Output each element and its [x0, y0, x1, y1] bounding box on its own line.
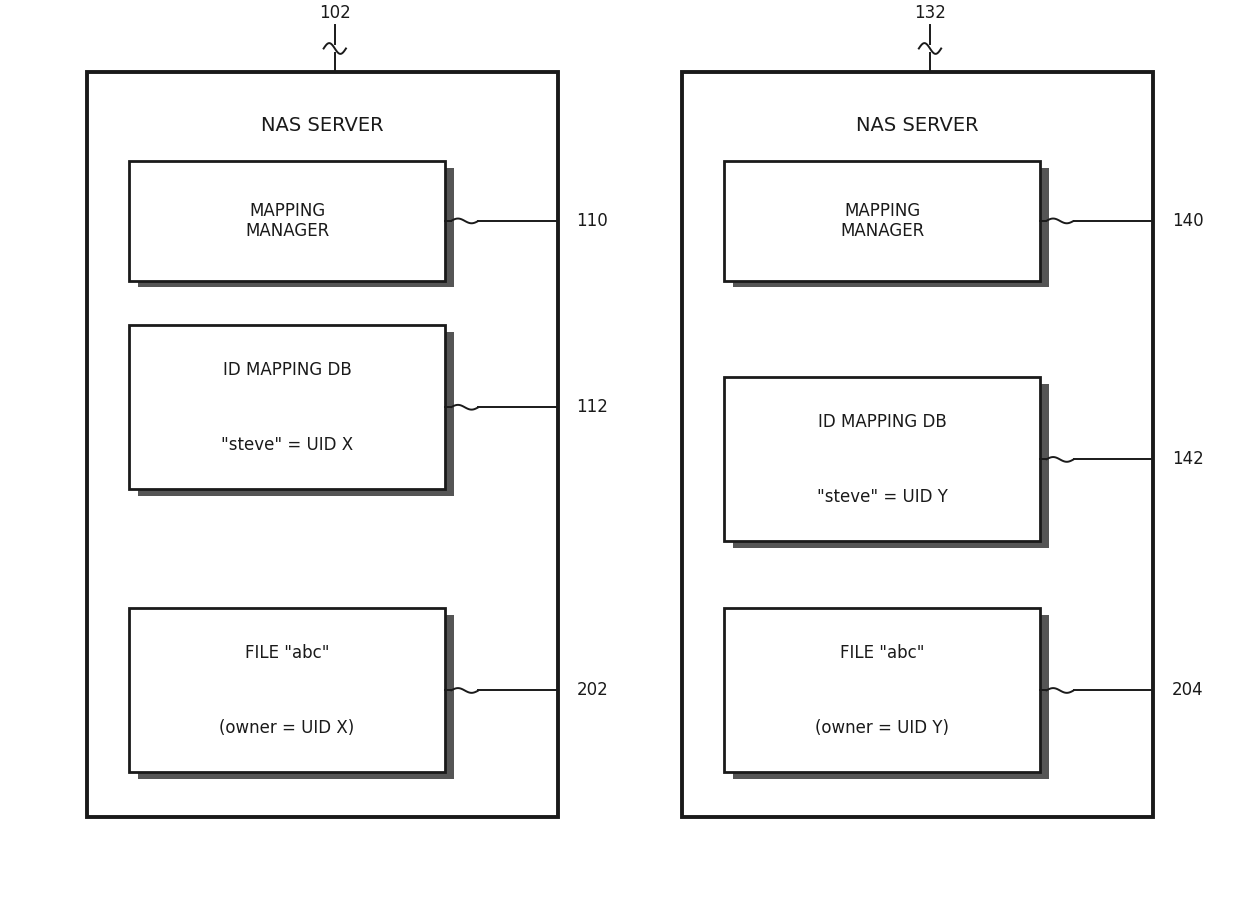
Text: 132: 132: [914, 4, 946, 22]
Bar: [733, 383, 1049, 548]
Text: ID MAPPING DB: ID MAPPING DB: [223, 360, 351, 379]
Text: NAS SERVER: NAS SERVER: [262, 116, 383, 136]
Text: MAPPING: MAPPING: [249, 202, 325, 220]
Text: 110: 110: [577, 212, 609, 230]
Text: 202: 202: [577, 682, 609, 700]
Bar: [129, 162, 445, 280]
Text: "steve" = UID Y: "steve" = UID Y: [817, 489, 947, 506]
Text: ID MAPPING DB: ID MAPPING DB: [818, 413, 946, 431]
Text: MAPPING: MAPPING: [844, 202, 920, 220]
Bar: [733, 615, 1049, 779]
Bar: [138, 615, 454, 779]
Bar: [138, 168, 454, 286]
Text: (owner = UID Y): (owner = UID Y): [815, 719, 950, 737]
Text: MANAGER: MANAGER: [246, 222, 329, 240]
Text: 142: 142: [1172, 451, 1204, 469]
Text: 102: 102: [319, 4, 351, 22]
Bar: [724, 377, 1040, 541]
Bar: [682, 72, 1153, 817]
Text: NAS SERVER: NAS SERVER: [857, 116, 978, 136]
Bar: [87, 72, 558, 817]
Bar: [724, 609, 1040, 772]
Bar: [129, 325, 445, 489]
Text: 112: 112: [577, 398, 609, 417]
Text: "steve" = UID X: "steve" = UID X: [221, 436, 353, 454]
Text: FILE "abc": FILE "abc": [839, 644, 925, 662]
Bar: [724, 162, 1040, 280]
Text: (owner = UID X): (owner = UID X): [219, 719, 355, 737]
Bar: [138, 331, 454, 496]
Text: 204: 204: [1172, 682, 1204, 700]
Bar: [733, 168, 1049, 286]
Text: 140: 140: [1172, 212, 1204, 230]
Bar: [129, 609, 445, 772]
Text: FILE "abc": FILE "abc": [244, 644, 330, 662]
Text: MANAGER: MANAGER: [841, 222, 924, 240]
